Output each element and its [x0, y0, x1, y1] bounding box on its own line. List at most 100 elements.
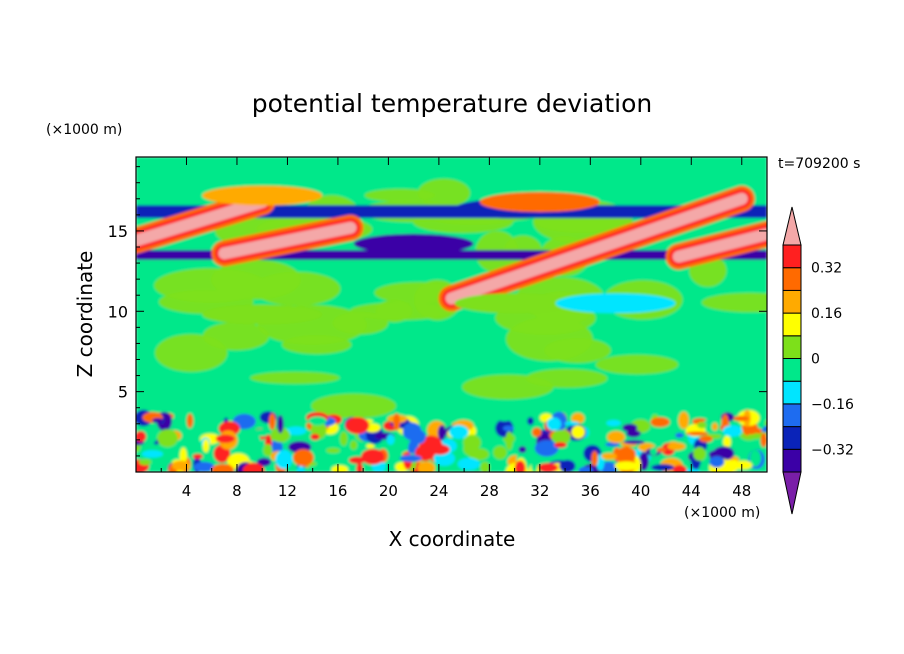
contour-cell: [480, 461, 490, 472]
contour-cell: [527, 417, 534, 426]
contour-cell: [252, 271, 341, 306]
colorbar-segment: [782, 358, 802, 382]
contour-cell: [332, 311, 389, 335]
contour-cell: [537, 463, 559, 472]
contour-cell: [310, 433, 320, 441]
x-tick-label: 28: [480, 482, 499, 500]
contour-band: [136, 250, 767, 260]
contour-cell: [554, 441, 567, 448]
colorbar-segment: [782, 380, 802, 405]
contour-cell: [437, 425, 447, 441]
contour-cell: [531, 427, 542, 438]
contour-cell: [546, 417, 562, 431]
contour-cell: [672, 464, 687, 472]
contour-cell: [544, 338, 611, 363]
contour-cell: [339, 431, 348, 446]
contour-band: [136, 205, 767, 219]
contour-cell: [366, 443, 375, 449]
contour-cell: [154, 268, 268, 303]
contour-blob: [454, 293, 575, 314]
colorbar-label: 0.16: [811, 306, 842, 322]
contour-cell: [747, 433, 763, 440]
contour-cell: [138, 459, 152, 466]
contour-cell: [571, 425, 585, 439]
contour-cell: [729, 459, 739, 471]
contour-cell: [202, 439, 210, 453]
contour-cell: [760, 432, 767, 448]
contour-cell: [697, 421, 707, 429]
contour-cell: [211, 463, 235, 472]
contour-cell: [256, 457, 272, 467]
contour-cell: [375, 299, 413, 323]
contour-cell: [675, 432, 684, 439]
contour-cell: [596, 453, 605, 471]
contour-cell: [215, 434, 235, 444]
contour-cell: [650, 417, 670, 428]
contour-cell: [345, 416, 370, 434]
colorbar-label: −0.32: [811, 442, 854, 458]
contour-cell: [699, 435, 713, 443]
contour-cell: [281, 335, 352, 355]
contour-cell: [530, 455, 538, 472]
colorbar-segment: [782, 471, 802, 515]
contour-cell: [678, 411, 689, 429]
contour-cell: [559, 459, 576, 472]
colorbar-segment: [782, 206, 802, 246]
colorbar-segment: [782, 267, 802, 291]
x-tick-label: 20: [379, 482, 398, 500]
contour-plume: [136, 196, 269, 247]
contour-cell: [270, 427, 291, 443]
contour-cell: [386, 434, 395, 445]
contour-cell: [651, 464, 675, 471]
contour-cell: [296, 465, 305, 472]
contour-cell: [514, 460, 526, 472]
contour-cell: [417, 461, 436, 472]
y-tick-label: 5: [118, 383, 128, 402]
contour-cell: [722, 425, 743, 437]
contour-cell: [638, 451, 649, 471]
contour-cell: [186, 413, 194, 429]
contour-cell: [502, 425, 515, 432]
x-tick-label: 36: [581, 482, 600, 500]
x-axis: 4 8 12 16 20 24 28 32 36 40 44 48: [160, 157, 751, 500]
contour-cell: [171, 460, 191, 471]
x-tick-label: 4: [182, 482, 192, 500]
contour-plume: [672, 228, 767, 263]
contour-cell: [263, 444, 273, 457]
contour-cell: [551, 429, 571, 445]
y-axis: 5 10 15: [108, 166, 767, 457]
plot-frame: [135, 156, 768, 473]
contour-cell: [326, 447, 341, 454]
x-unit-label: (×1000 m): [684, 505, 760, 521]
contour-cell: [626, 429, 641, 438]
x-tick-label: 8: [232, 482, 242, 500]
contour-cell: [141, 450, 164, 458]
colorbar-segment: [782, 403, 802, 428]
contour-cell: [745, 425, 758, 435]
colorbar-label: 0.32: [811, 261, 842, 277]
contour-cell: [686, 431, 709, 436]
contour-cell: [285, 426, 307, 436]
contour-cell: [292, 449, 314, 467]
contour-cell: [331, 465, 349, 472]
colorbar-segment: [782, 448, 802, 473]
colorbar-segment: [782, 244, 802, 269]
x-tick-label: 12: [278, 482, 297, 500]
contour-cell: [595, 354, 679, 375]
contour-cell: [578, 466, 594, 472]
contour-cell: [364, 188, 436, 202]
x-tick-label: 32: [530, 482, 549, 500]
contour-cell: [268, 413, 276, 430]
contour-cell: [607, 431, 626, 444]
contour-cell: [601, 452, 618, 460]
contour-cell: [656, 447, 667, 453]
contour-cell: [525, 368, 608, 388]
contour-blob: [555, 293, 676, 314]
contour-cell: [457, 457, 480, 471]
time-label: t=709200 s: [778, 156, 860, 172]
contour-cell: [399, 454, 422, 462]
contour-cell: [606, 419, 621, 427]
contour-cell: [157, 429, 178, 448]
contour-cell: [155, 334, 228, 372]
x-tick-label: 24: [429, 482, 448, 500]
